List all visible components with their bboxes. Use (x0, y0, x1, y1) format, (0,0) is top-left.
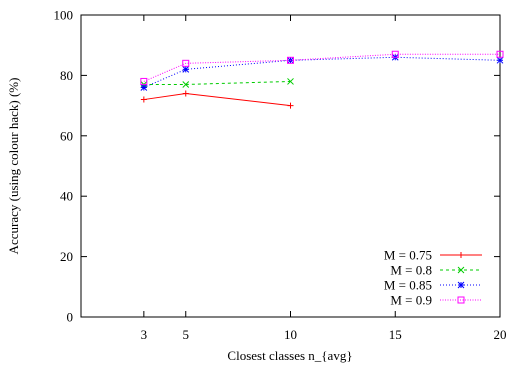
y-tick-label: 100 (54, 8, 74, 23)
series-line (143, 53, 500, 82)
point-marker-star (496, 56, 504, 64)
point-marker-star (457, 281, 465, 289)
y-tick-label: 40 (60, 189, 73, 204)
x-tick-label: 20 (494, 327, 507, 342)
legend-label: M = 0.75 (384, 248, 432, 263)
point-marker-square (287, 56, 294, 64)
point-marker-star (140, 84, 148, 91)
point-marker-cross (457, 266, 465, 274)
y-tick-label: 0 (67, 310, 74, 325)
x-tick-label: 3 (141, 327, 148, 342)
y-tick-label: 20 (60, 249, 73, 264)
legend-label: M = 0.9 (390, 293, 432, 308)
axis-ticks: 0 20 40 60 80 100 3 5 10 15 20 (54, 8, 507, 343)
point-marker-plus (287, 102, 294, 109)
legend: M = 0.75M = 0.8M = 0.85M = 0.9 (384, 248, 482, 308)
point-marker-square (391, 50, 399, 58)
series-layer (140, 50, 504, 109)
point-marker-cross (287, 78, 294, 85)
point-marker-plus (182, 90, 189, 97)
series-1 (140, 90, 294, 109)
x-tick-label: 15 (389, 327, 402, 342)
series-line (143, 80, 291, 85)
point-marker-cross (182, 81, 190, 88)
x-tick-label: 10 (284, 327, 297, 342)
y-axis-label: Accuracy (using colour hack) (%) (6, 78, 21, 255)
point-marker-square (496, 50, 504, 58)
point-marker-plus (140, 96, 147, 103)
series-line (143, 56, 501, 88)
legend-label: M = 0.85 (384, 278, 432, 293)
series-line (143, 93, 291, 107)
y-tick-label: 60 (60, 128, 73, 143)
y-tick-label: 80 (60, 68, 73, 83)
series-3 (140, 53, 504, 91)
series-2 (140, 78, 294, 88)
point-marker-square (457, 296, 465, 304)
x-axis-label: Closest classes n_{avg} (227, 348, 352, 363)
x-tick-label: 5 (183, 327, 190, 342)
point-marker-plus (458, 252, 464, 258)
series-4 (140, 50, 504, 85)
legend-label: M = 0.8 (390, 263, 432, 278)
point-marker-square (140, 77, 148, 85)
point-marker-star (182, 66, 190, 73)
point-marker-square (182, 59, 190, 67)
